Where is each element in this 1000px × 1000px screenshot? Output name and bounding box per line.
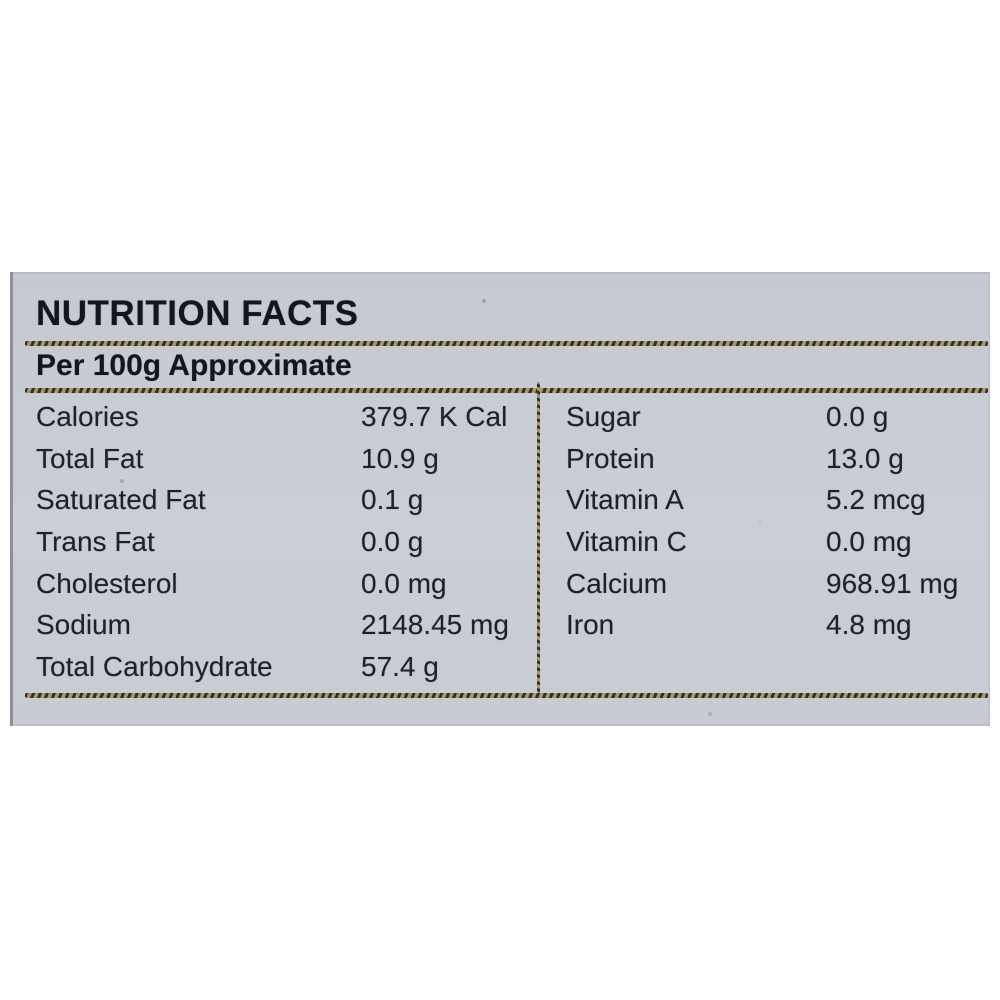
- photo-dust-speck: [482, 299, 486, 303]
- table-row: Saturated Fat 0.1 g: [36, 479, 534, 521]
- nutrient-label: Iron: [566, 609, 615, 641]
- nutrient-value: 0.0 g: [826, 400, 889, 432]
- nutrient-value: 379.7 K Cal: [361, 400, 508, 432]
- table-row: Calories 379.7 K Cal: [36, 396, 534, 438]
- rope-rule-middle: [25, 388, 988, 393]
- nutrient-column-right: Sugar 0.0 g Protein 13.0 g Vitamin A 5.2…: [566, 396, 988, 646]
- table-row: Sodium 2148.45 mg: [36, 604, 534, 646]
- nutrient-label: Calcium: [566, 567, 668, 599]
- nutrient-value: 0.0 g: [361, 525, 424, 557]
- nutrient-value: 5.2 mcg: [826, 484, 926, 516]
- table-row: Sugar 0.0 g: [566, 396, 988, 438]
- table-row: Trans Fat 0.0 g: [36, 521, 534, 563]
- rope-rule-top: [25, 341, 988, 346]
- table-row: Total Carbohydrate 57.4 g: [36, 646, 534, 688]
- rope-divider-vertical: [537, 382, 540, 698]
- nutrient-label: Protein: [566, 442, 655, 474]
- nutrient-label: Sugar: [566, 400, 641, 432]
- nutrient-value: 10.9 g: [361, 442, 439, 474]
- nutrient-value: 0.0 mg: [361, 567, 447, 599]
- nutrient-label: Total Carbohydrate: [36, 650, 273, 682]
- nutrient-label: Total Fat: [36, 442, 144, 474]
- nutrient-label: Calories: [36, 400, 139, 432]
- nutrient-value: 13.0 g: [826, 442, 904, 474]
- nutrient-value: 4.8 mg: [826, 609, 912, 641]
- nutrient-label: Trans Fat: [36, 525, 155, 557]
- serving-size-text: Per 100g Approximate: [36, 349, 352, 382]
- table-row: Vitamin C 0.0 mg: [566, 521, 988, 563]
- table-row: Protein 13.0 g: [566, 438, 988, 480]
- nutrient-label: Sodium: [36, 609, 131, 641]
- panel-title: NUTRITION FACTS: [36, 294, 359, 333]
- nutrient-column-left: Calories 379.7 K Cal Total Fat 10.9 g Sa…: [36, 396, 534, 688]
- nutrient-label: Cholesterol: [36, 567, 178, 599]
- nutrient-label: Vitamin C: [566, 525, 687, 557]
- table-row: Iron 4.8 mg: [566, 604, 988, 646]
- table-row: Total Fat 10.9 g: [36, 438, 534, 480]
- table-row: Cholesterol 0.0 mg: [36, 563, 534, 605]
- nutrient-value: 968.91 mg: [826, 567, 959, 599]
- nutrient-label: Saturated Fat: [36, 484, 206, 516]
- table-row: Calcium 968.91 mg: [566, 563, 988, 605]
- nutrient-label: Vitamin A: [566, 484, 684, 516]
- nutrient-value: 0.1 g: [361, 484, 424, 516]
- nutrient-value: 2148.45 mg: [361, 609, 509, 641]
- rope-rule-bottom: [25, 693, 988, 698]
- nutrition-facts-panel: NUTRITION FACTS Per 100g Approximate Cal…: [10, 272, 990, 726]
- nutrient-value: 0.0 mg: [826, 525, 912, 557]
- table-row: Vitamin A 5.2 mcg: [566, 479, 988, 521]
- nutrient-value: 57.4 g: [361, 650, 439, 682]
